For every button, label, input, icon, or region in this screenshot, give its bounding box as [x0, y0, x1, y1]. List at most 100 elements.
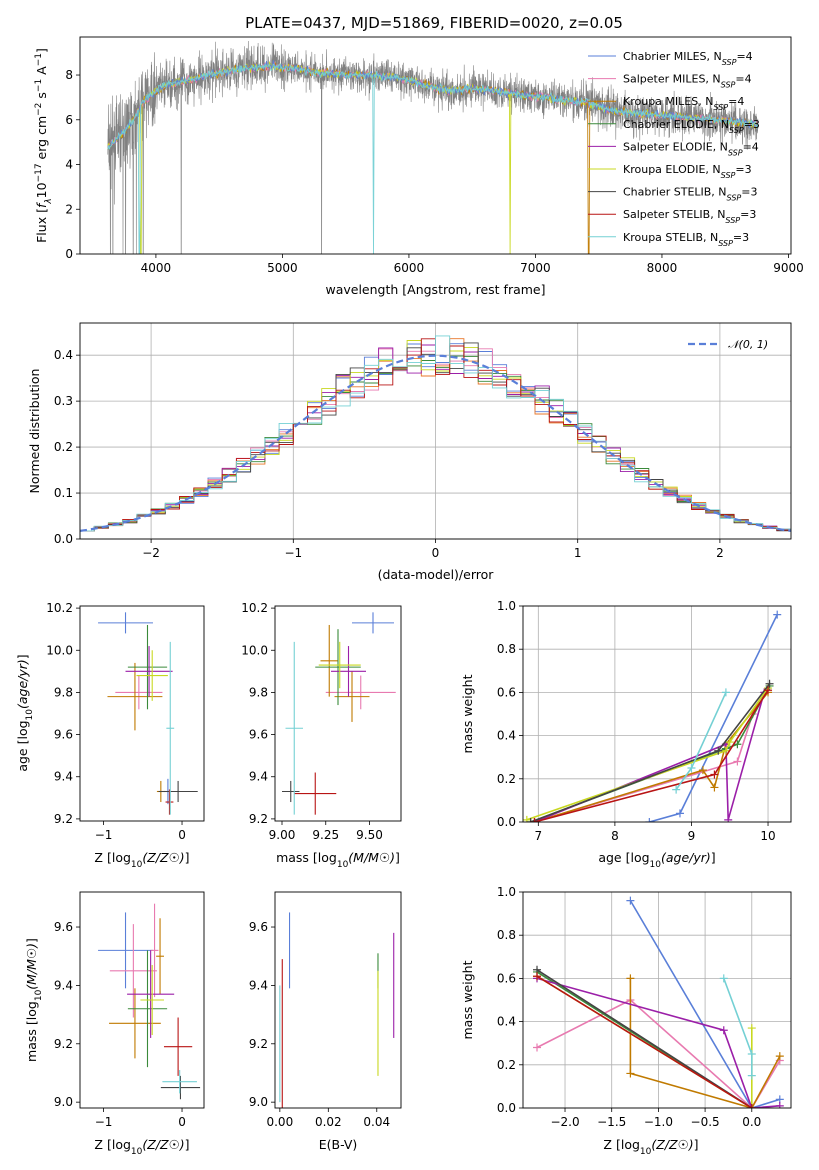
legend-label: Chabrier ELODIE, NSSP=3 — [623, 118, 760, 135]
x-tick-label: 9.50 — [356, 828, 383, 842]
x-tick-label: 4000 — [141, 261, 172, 275]
legend-sub: SSP — [728, 148, 743, 157]
label-bracket: ] — [185, 1137, 190, 1152]
plot-area — [98, 612, 198, 815]
label-sub: 10 — [337, 860, 349, 870]
series-marker — [775, 1101, 784, 1108]
legend-sub: SSP — [718, 238, 733, 247]
y-tick-label: 9.8 — [54, 685, 73, 699]
model-spectrum-line — [107, 62, 759, 254]
gaussian-curve — [80, 354, 791, 532]
mass-vs-ebv-panel: 0.00 0.02 0.04 9.0 9.2 9.4 9.6 E(B-V) — [249, 891, 402, 1152]
series-marker — [710, 770, 719, 779]
x-tick-label: −1 — [95, 1115, 113, 1129]
label-bracket: ] — [24, 938, 39, 943]
label-math: (Z/Z☉) — [142, 1137, 184, 1152]
label-sub: 10 — [131, 860, 143, 870]
errorbar-point — [109, 924, 157, 1018]
y-tick-label: 0.8 — [497, 928, 516, 942]
legend-value: =4 — [736, 50, 752, 63]
plot-area — [533, 896, 784, 1108]
series-marker — [719, 974, 728, 983]
y-tick-label: 2 — [65, 202, 73, 216]
y-tick-label: 0.0 — [54, 532, 73, 546]
y-tick-label: 9.2 — [249, 812, 268, 826]
series-marker — [719, 1026, 728, 1035]
y-tick-label: 0.3 — [54, 394, 73, 408]
mass-weight-series — [526, 681, 774, 822]
label-bracket: [log — [612, 1137, 640, 1152]
spectrum-x-axis-label: wavelength [Angstrom, rest frame] — [325, 282, 545, 297]
mass-ebv-x-axis-label: E(B-V) — [319, 1137, 358, 1152]
x-tick-label: 0.04 — [363, 1115, 390, 1129]
series-marker — [765, 679, 774, 688]
errorbar-point — [107, 662, 163, 731]
legend-name: Salpeter STELIB, N — [623, 208, 725, 221]
errorbar-point — [98, 612, 153, 634]
y-tick-label: 0.4 — [497, 729, 516, 743]
errorbar-point — [325, 675, 396, 710]
axes-frame — [79, 891, 205, 1109]
y-tick-label: 4 — [65, 158, 73, 172]
label-text: Z — [603, 1137, 612, 1152]
x-tick-label: 2 — [716, 546, 724, 560]
label-text: ] — [34, 48, 49, 53]
label-sup: −2 — [34, 103, 44, 116]
legend-name: Chabrier STELIB, N — [623, 186, 727, 199]
label-bracket: [log — [626, 850, 650, 865]
series-marker — [626, 1069, 635, 1078]
y-tick-label: 9.6 — [249, 728, 268, 742]
series-line — [536, 969, 753, 1108]
mass-weight-vs-metallicity-panel: −2.0 −1.5 −1.0 −0.5 0.0 0.0 0.2 0.4 0.6 0.8 1.0 Z [… — [460, 885, 792, 1157]
age-vs-metallicity-panel: −1 09.29.49.69.810.010.2Z [log10(Z/Z☉)]ag… — [15, 601, 205, 870]
legend-name: Kroupa MILES, N — [623, 95, 713, 108]
legend-value: =4 — [743, 140, 759, 153]
label-sup: −1 — [34, 53, 44, 66]
axes-frame — [274, 605, 402, 822]
hist-y-axis-label: Normed distribution — [27, 369, 42, 494]
x-tick-label: 0 — [178, 1115, 186, 1129]
mw-z-y-axis-label: mass weight — [460, 960, 475, 1039]
series-marker — [747, 1104, 756, 1108]
x-tick-label: −2.0 — [550, 1115, 579, 1129]
series-marker — [733, 757, 742, 766]
legend-label: Kroupa MILES, NSSP=4 — [623, 95, 744, 112]
legend-value: =3 — [733, 231, 749, 244]
errorbar-point — [162, 1070, 197, 1094]
y-tick-label: 0.4 — [497, 1015, 516, 1029]
plot-area — [107, 40, 759, 254]
spectrum-panel: 4000 5000 6000 7000 8000 9000 0 2 4 6 8 wavelength … — [34, 36, 804, 297]
series-marker — [523, 815, 531, 822]
y-tick-label: 10.2 — [241, 601, 268, 615]
series-line — [536, 975, 753, 1108]
x-tick-label: 0 — [432, 546, 440, 560]
series-marker — [747, 1050, 756, 1058]
figure-title: PLATE=0437, MJD=51869, FIBERID=0020, z=0… — [245, 14, 623, 32]
label-bracket: ] — [711, 850, 716, 865]
label-sup: −1 — [34, 79, 44, 92]
y-tick-label: 0.0 — [497, 1101, 516, 1115]
label-text: mass — [24, 1029, 39, 1062]
age-z-x-axis-label: Z [log10(Z/Z☉)] — [94, 850, 189, 870]
y-tick-label: 0.2 — [54, 440, 73, 454]
plot-area — [282, 612, 396, 815]
legend-label: Chabrier MILES, NSSP=4 — [623, 50, 753, 67]
x-tick-label: 9 — [688, 829, 696, 843]
mw-age-x-axis-label: age [log10(age/yr)] — [598, 850, 715, 870]
label-sub: 10 — [25, 709, 35, 721]
errorbar-point — [115, 675, 163, 710]
errorbar-point — [318, 641, 361, 689]
x-tick-label: −2 — [142, 546, 160, 560]
label-text: A — [34, 66, 49, 79]
label-bracket: [log — [309, 850, 337, 865]
series-marker — [764, 686, 773, 695]
series-line — [536, 977, 780, 1108]
label-math: f — [34, 202, 49, 208]
axes-frame — [79, 605, 205, 822]
series-marker — [626, 974, 635, 983]
legend-label: Salpeter STELIB, NSSP=3 — [623, 208, 756, 225]
label-text: Flux [ — [34, 208, 49, 243]
errorbar-point — [315, 629, 361, 706]
age-vs-mass-panel: 9.00 9.25 9.50 9.2 9.4 9.6 9.8 10.0 10.2 mass [lo… — [241, 601, 402, 870]
